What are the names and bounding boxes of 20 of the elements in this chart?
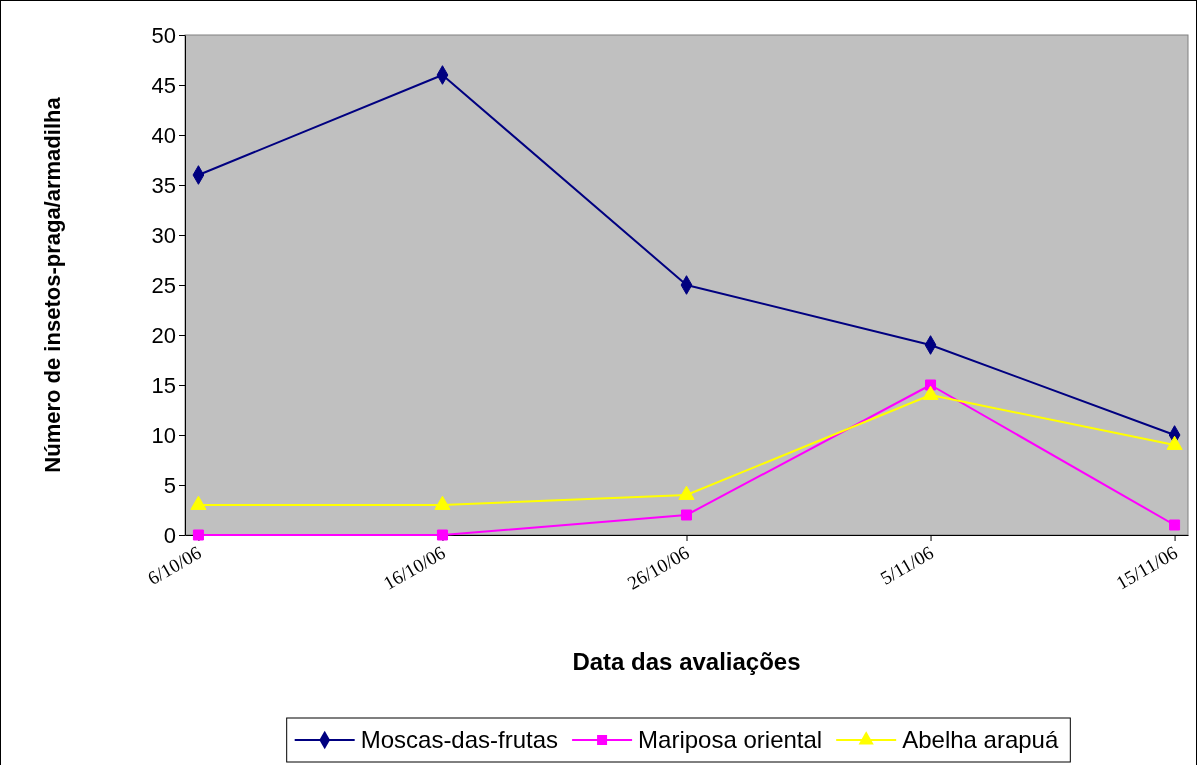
y-tick-label: 25 — [151, 272, 176, 298]
y-tick-label: 30 — [151, 222, 176, 248]
legend-label: Abelha arapuá — [902, 726, 1059, 754]
y-tick-label: 5 — [163, 472, 176, 498]
legend-label: Moscas-das-frutas — [360, 726, 559, 754]
y-tick-label: 50 — [151, 22, 176, 48]
y-axis-title: Número de insetos-praga/armadilha — [40, 96, 65, 473]
legend-label: Mariposa oriental — [638, 726, 823, 754]
y-tick-label: 20 — [151, 322, 176, 348]
point — [681, 509, 692, 521]
x-axis-title: Data das avaliações — [572, 648, 801, 675]
y-tick-label: 40 — [151, 122, 176, 148]
y-tick-label: 15 — [151, 372, 176, 398]
point — [436, 529, 448, 541]
y-tick-label: 10 — [151, 422, 176, 448]
y-tick-label: 35 — [151, 172, 176, 198]
y-tick-label: 45 — [151, 72, 176, 98]
point — [192, 529, 204, 541]
y-tick-label: 0 — [163, 522, 176, 548]
point — [1169, 519, 1181, 531]
